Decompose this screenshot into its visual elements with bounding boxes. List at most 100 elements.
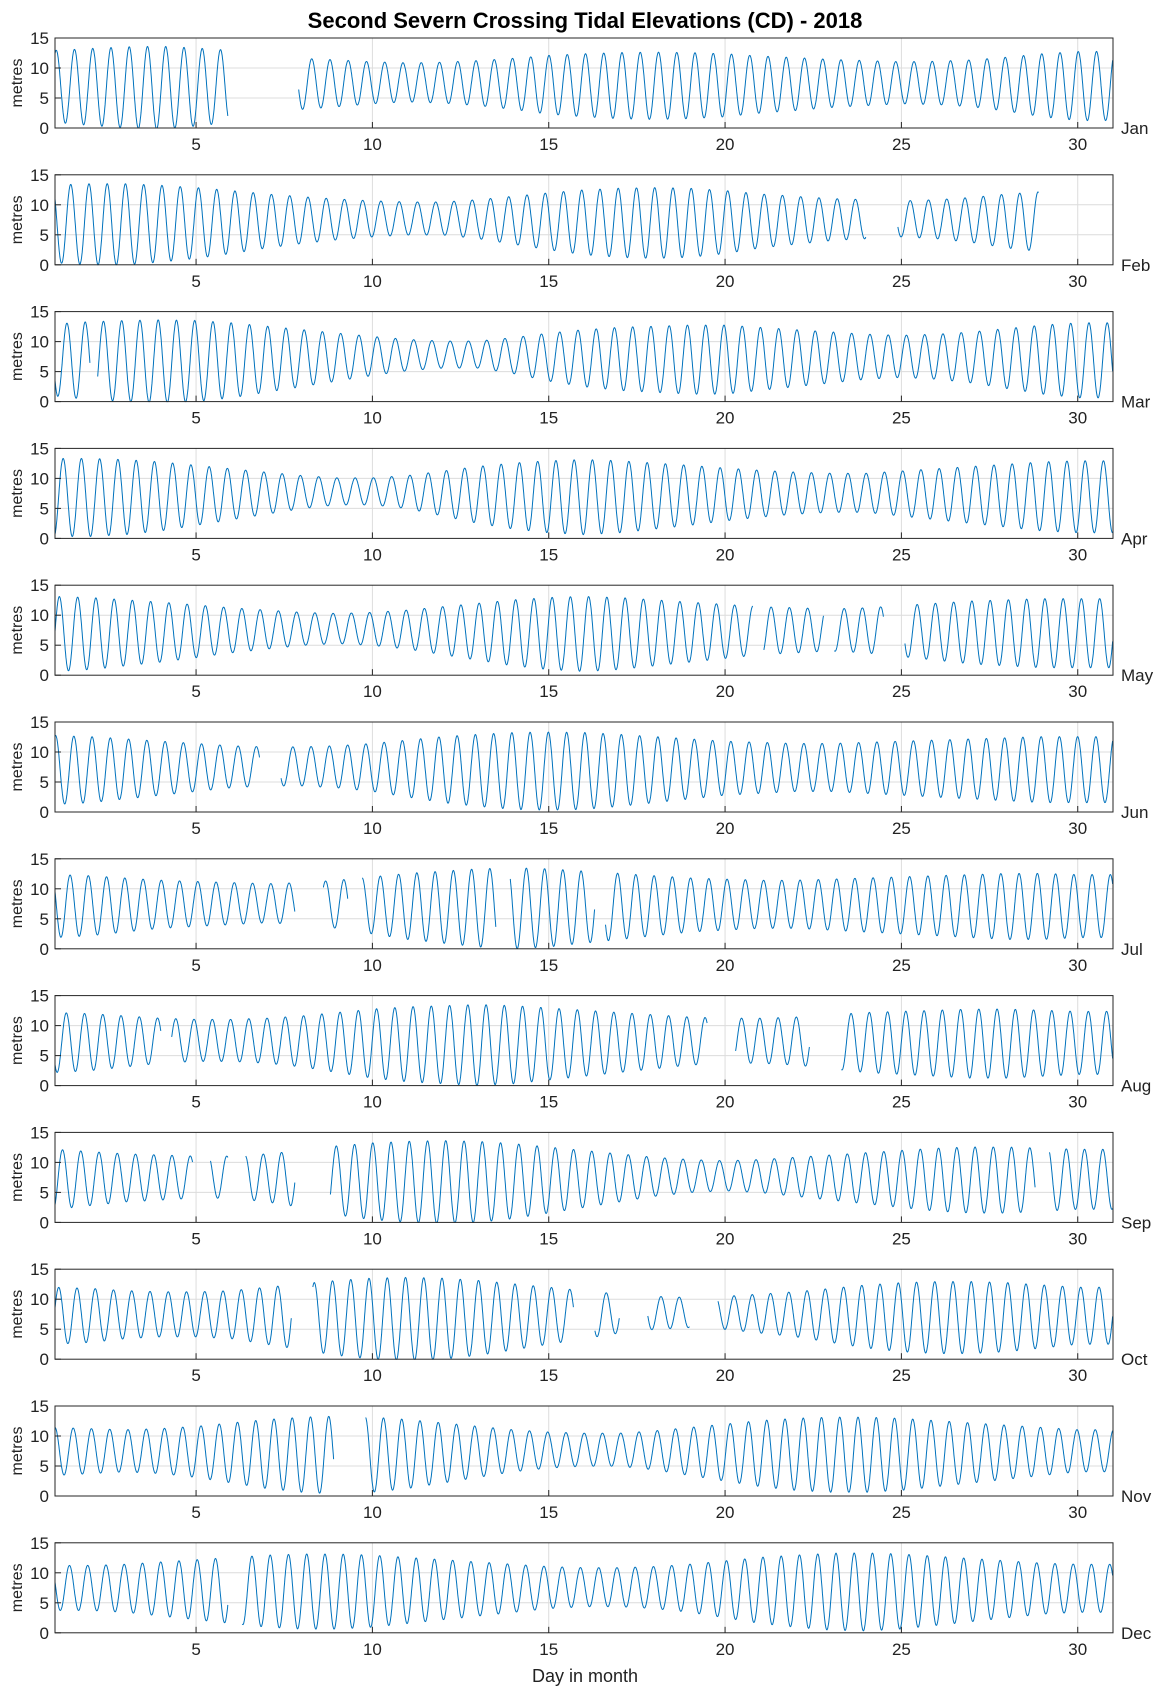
- tide-series-sep: [54, 1139, 1114, 1223]
- x-tick-label: 30: [1068, 1093, 1087, 1112]
- tide-series-nov: [54, 1415, 1114, 1494]
- panel-mar: 0 5 10 15 5 10 15 20 25 30 metres Mar: [9, 303, 1151, 428]
- panel-jan: 0 5 10 15 5 10 15 20 25 30 metres Jan: [9, 29, 1148, 154]
- y-tick-label: 10: [30, 59, 49, 78]
- y-axis-label: metres: [9, 1016, 26, 1065]
- y-tick-label: 5: [40, 1183, 49, 1202]
- y-tick-label: 15: [30, 576, 49, 595]
- y-tick-label: 10: [30, 1427, 49, 1446]
- panel-oct: 0 5 10 15 5 10 15 20 25 30 metres Oct: [9, 1260, 1148, 1385]
- y-tick-label: 15: [30, 439, 49, 458]
- month-label: Mar: [1121, 393, 1151, 412]
- tide-series-may: [54, 595, 1114, 672]
- panel-may: 0 5 10 15 5 10 15 20 25 30 metres May: [9, 576, 1154, 701]
- x-tick-label: 20: [716, 1093, 735, 1112]
- y-tick-label: 5: [40, 499, 49, 518]
- axes-box: [54, 174, 1114, 266]
- tide-series-oct: [54, 1276, 1114, 1360]
- panel-feb: 0 5 10 15 5 10 15 20 25 30 metres Feb: [9, 166, 1150, 291]
- x-tick-label: 20: [716, 545, 735, 564]
- x-tick-label: 25: [892, 682, 911, 701]
- y-axis-label: metres: [9, 469, 26, 518]
- x-tick-label: 25: [892, 272, 911, 291]
- x-tick-label: 25: [892, 1093, 911, 1112]
- month-label: Dec: [1121, 1624, 1152, 1643]
- month-label: Sep: [1121, 1213, 1151, 1232]
- x-tick-label: 5: [191, 1366, 200, 1385]
- y-tick-label: 5: [40, 1320, 49, 1339]
- y-tick-label: 0: [40, 256, 49, 275]
- x-tick-label: 30: [1068, 682, 1087, 701]
- x-tick-label: 30: [1068, 956, 1087, 975]
- axes-box: [54, 447, 1114, 539]
- y-tick-label: 5: [40, 363, 49, 382]
- x-tick-label: 25: [892, 409, 911, 428]
- x-tick-label: 15: [539, 135, 558, 154]
- x-tick-label: 10: [363, 272, 382, 291]
- x-tick-label: 5: [191, 819, 200, 838]
- x-tick-label: 20: [716, 819, 735, 838]
- y-tick-label: 15: [30, 850, 49, 869]
- axes-box: [54, 311, 1114, 403]
- y-tick-label: 0: [40, 940, 49, 959]
- x-tick-label: 25: [892, 1229, 911, 1248]
- y-tick-label: 10: [30, 469, 49, 488]
- x-tick-label: 5: [191, 1229, 200, 1248]
- monthly-panels: 0 5 10 15 5 10 15 20 25 30 metres Jan 0 5 10 15 5 10 15 20 2…: [9, 29, 1154, 1659]
- x-tick-label: 25: [892, 1640, 911, 1659]
- month-label: Apr: [1121, 529, 1148, 548]
- y-axis-label: metres: [9, 1427, 26, 1476]
- tide-series-feb: [54, 182, 1039, 266]
- y-tick-label: 15: [30, 713, 49, 732]
- y-tick-label: 15: [30, 29, 49, 48]
- axes-box: [54, 584, 1114, 676]
- x-tick-label: 10: [363, 956, 382, 975]
- x-tick-label: 5: [191, 1640, 200, 1659]
- x-tick-label: 5: [191, 272, 200, 291]
- y-tick-label: 10: [30, 743, 49, 762]
- axes-box: [54, 858, 1114, 950]
- x-tick-label: 30: [1068, 135, 1087, 154]
- x-tick-label: 15: [539, 1503, 558, 1522]
- axes-box: [54, 1542, 1114, 1634]
- x-tick-label: 30: [1068, 1503, 1087, 1522]
- x-tick-label: 10: [363, 682, 382, 701]
- y-tick-label: 15: [30, 1260, 49, 1279]
- y-tick-label: 10: [30, 1290, 49, 1309]
- x-tick-label: 5: [191, 545, 200, 564]
- x-tick-label: 20: [716, 409, 735, 428]
- tide-series-apr: [54, 457, 1113, 538]
- y-tick-label: 5: [40, 1594, 49, 1613]
- x-tick-label: 25: [892, 135, 911, 154]
- month-label: Nov: [1121, 1487, 1152, 1506]
- y-tick-label: 0: [40, 1487, 49, 1506]
- x-tick-label: 10: [363, 409, 382, 428]
- x-tick-label: 5: [191, 409, 200, 428]
- tide-series-jun: [54, 731, 1114, 811]
- x-tick-label: 20: [716, 272, 735, 291]
- y-tick-label: 0: [40, 529, 49, 548]
- y-tick-label: 5: [40, 226, 49, 245]
- tide-series-jul: [54, 867, 1114, 950]
- x-axis-label: Day in month: [532, 1666, 638, 1686]
- month-label: Jan: [1121, 119, 1148, 138]
- x-tick-label: 15: [539, 1229, 558, 1248]
- x-tick-label: 20: [716, 956, 735, 975]
- y-tick-label: 0: [40, 1624, 49, 1643]
- panel-sep: 0 5 10 15 5 10 15 20 25 30 metres Sep: [9, 1123, 1151, 1248]
- y-tick-label: 0: [40, 1350, 49, 1369]
- x-tick-label: 25: [892, 1503, 911, 1522]
- y-tick-label: 15: [30, 987, 49, 1006]
- x-tick-label: 10: [363, 1366, 382, 1385]
- x-tick-label: 30: [1068, 409, 1087, 428]
- x-tick-label: 25: [892, 956, 911, 975]
- panel-aug: 0 5 10 15 5 10 15 20 25 30 metres Aug: [9, 987, 1151, 1112]
- axes-box: [54, 37, 1114, 129]
- x-tick-label: 15: [539, 1366, 558, 1385]
- x-tick-label: 30: [1068, 1640, 1087, 1659]
- x-tick-label: 5: [191, 1093, 200, 1112]
- tide-series-mar: [54, 319, 1114, 403]
- x-tick-label: 10: [363, 1229, 382, 1248]
- y-tick-label: 10: [30, 1564, 49, 1583]
